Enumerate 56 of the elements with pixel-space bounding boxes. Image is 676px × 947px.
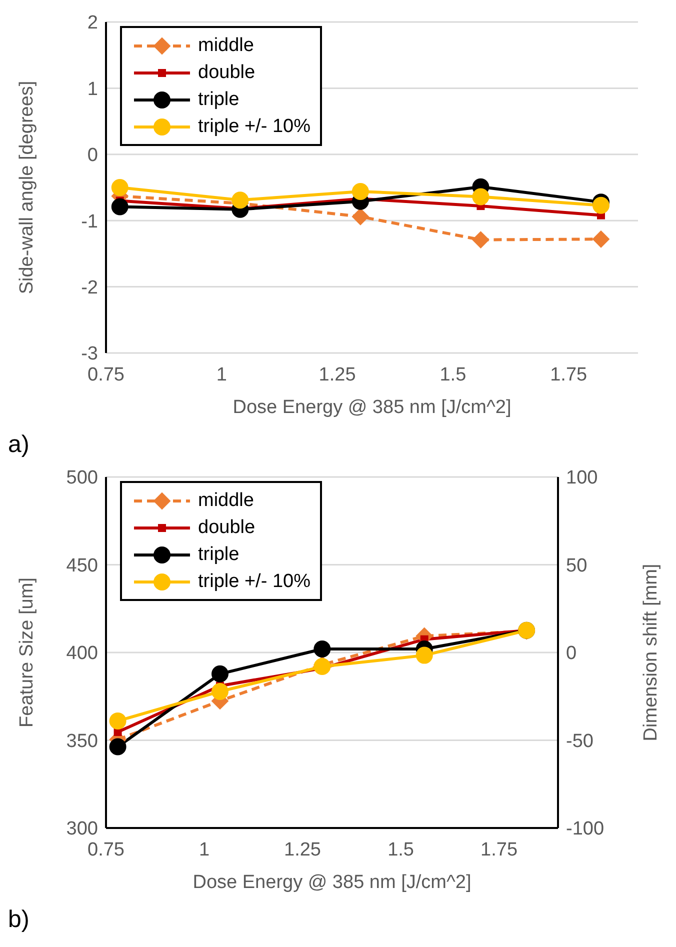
- y-tick-label: 450: [66, 555, 98, 576]
- y-tick-label: 500: [66, 468, 98, 489]
- y2-tick-label: 0: [566, 643, 577, 664]
- point: [111, 179, 128, 196]
- x-tick-label: 1.75: [550, 364, 588, 386]
- y-axis-title: Feature Size [um]: [16, 578, 38, 728]
- text: b): [8, 906, 30, 934]
- x-tick-label: 1.5: [440, 364, 466, 386]
- x-tick-label: 1.75: [480, 839, 518, 860]
- y-tick-label: 350: [66, 730, 98, 752]
- x-tick-label: 0.75: [88, 364, 124, 386]
- legend-label: triple +/- 10%: [198, 116, 310, 138]
- point: [111, 198, 128, 216]
- y-tick-label: -1: [81, 211, 98, 232]
- y2-tick-label: -100: [566, 818, 604, 840]
- legend-label: triple: [198, 544, 240, 566]
- y2-tick-label: 100: [566, 468, 598, 489]
- text: a): [8, 431, 30, 459]
- y2-tick-label: 50: [566, 555, 588, 576]
- point: [352, 182, 369, 200]
- y-tick-label: -2: [81, 278, 98, 299]
- point: [314, 640, 331, 658]
- y2-axis-title: Dimension shift [mm]: [640, 564, 662, 742]
- y-tick-label: 400: [66, 643, 98, 664]
- legend-label: middle: [198, 34, 254, 56]
- x-tick-label: 1.25: [284, 839, 322, 860]
- y-tick-label: 300: [66, 818, 98, 840]
- x-tick-label: 1.5: [388, 839, 414, 860]
- y-tick-label: 2: [87, 12, 98, 34]
- x-tick-label: 1.25: [318, 364, 356, 386]
- point: [109, 738, 126, 756]
- y2-tick-label: -50: [566, 730, 594, 752]
- point: [416, 646, 433, 664]
- point: [472, 188, 490, 206]
- x-axis-title: Dose Energy @ 385 nm [J/cm^2]: [192, 872, 472, 893]
- point: [592, 230, 610, 248]
- x-tick-label: 0.75: [88, 839, 124, 860]
- legend-label: double: [198, 62, 256, 84]
- y-tick-label: 1: [87, 78, 98, 100]
- legend-label: triple: [198, 88, 240, 110]
- x-tick-label: 1: [216, 364, 227, 386]
- legend-label: double: [198, 516, 256, 538]
- point: [232, 192, 249, 209]
- legend-label: triple +/- 10%: [198, 570, 310, 592]
- y-axis-title: Side-wall angle [degrees]: [16, 80, 38, 294]
- y-tick-label: -3: [81, 344, 98, 365]
- point: [109, 712, 126, 730]
- legend-label: middle: [198, 490, 254, 512]
- point: [211, 665, 228, 682]
- point: [472, 231, 490, 248]
- x-axis-title: Dose Energy @ 385 nm [J/cm^2]: [232, 397, 512, 418]
- y-tick-label: 0: [87, 145, 98, 166]
- point: [592, 196, 610, 214]
- x-tick-label: 1: [198, 839, 210, 860]
- point: [352, 208, 369, 226]
- point: [211, 682, 228, 700]
